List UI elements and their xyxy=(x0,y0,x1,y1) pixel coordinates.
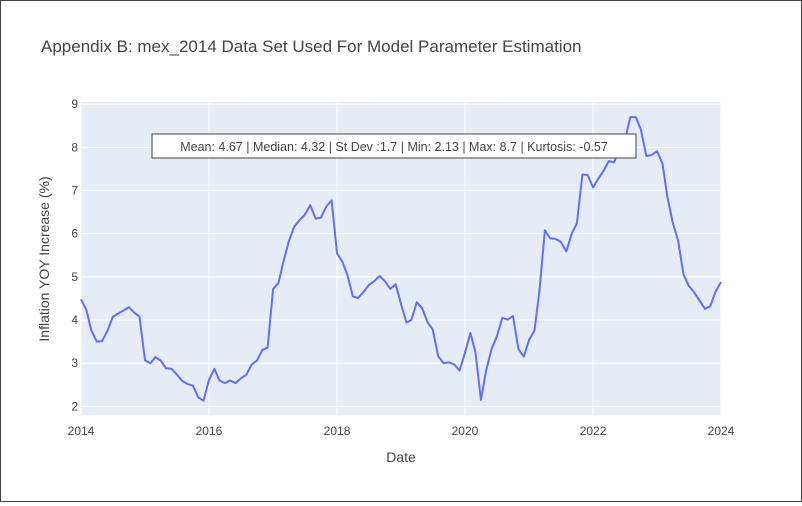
inflation-series-line xyxy=(80,116,722,402)
y-tick-label: 6 xyxy=(71,227,78,241)
stats-annotation-box xyxy=(151,133,637,159)
chart-title: Appendix B: mex_2014 Data Set Used For M… xyxy=(41,37,582,56)
y-tick-label: 2 xyxy=(71,399,78,413)
y-tick-label: 3 xyxy=(71,356,78,370)
stats-annotation: Mean: 4.67 | Median: 4.32 | St Dev :1.7 … xyxy=(151,133,637,159)
y-axis-title: Inflation YOY Increase (%) xyxy=(36,176,52,341)
y-tick-label: 7 xyxy=(71,184,78,198)
y-tick-label: 8 xyxy=(71,140,78,154)
x-tick-label: 2024 xyxy=(708,424,735,438)
stats-annotation-text: Mean: 4.67 | Median: 4.32 | St Dev :1.7 … xyxy=(180,140,608,154)
x-tick-label: 2022 xyxy=(580,424,607,438)
x-axis-title: Date xyxy=(386,449,416,465)
y-tick-label: 5 xyxy=(71,270,78,284)
x-tick-label: 2016 xyxy=(196,424,223,438)
y-tick-labels: 2 3 4 5 6 7 8 9 xyxy=(71,97,78,413)
gridlines xyxy=(80,102,722,415)
x-tick-label: 2020 xyxy=(452,424,479,438)
y-tick-label: 4 xyxy=(71,313,78,327)
y-tick-label: 9 xyxy=(71,97,78,111)
x-tick-label: 2014 xyxy=(68,424,95,438)
x-tick-label: 2018 xyxy=(324,424,351,438)
x-tick-labels: 2014 2016 2018 2020 2022 2024 xyxy=(68,424,735,438)
